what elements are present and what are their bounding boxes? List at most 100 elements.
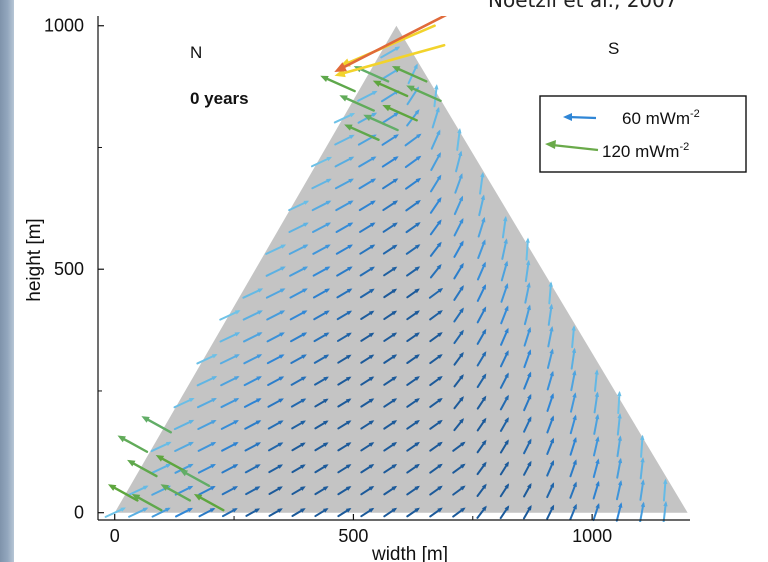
flux-arrow <box>570 347 577 370</box>
flux-arrow <box>244 464 261 474</box>
flux-arrow <box>476 483 487 497</box>
flux-arrow <box>429 332 443 343</box>
flux-arrow <box>476 417 487 432</box>
flux-arrow <box>344 124 380 141</box>
flux-arrow <box>244 442 261 452</box>
flux-arrow <box>245 486 261 496</box>
flux-arrow <box>452 441 466 452</box>
flux-arrow <box>179 469 211 488</box>
flux-arrow <box>382 200 399 212</box>
flux-arrow <box>219 354 240 365</box>
flux-arrow <box>453 396 464 410</box>
flux-arrow <box>406 354 420 365</box>
flux-arrow <box>405 222 421 234</box>
flux-arrow <box>335 222 354 233</box>
flux-arrow <box>452 485 466 496</box>
flux-arrow <box>197 420 217 431</box>
flux-arrow <box>429 441 443 452</box>
flux-arrow <box>382 105 418 122</box>
flux-arrow <box>266 310 286 321</box>
flux-arrow <box>476 306 487 324</box>
flux-arrow <box>479 171 485 195</box>
legend-entry-120: 120 mWm-2 <box>545 140 689 161</box>
flux-arrow <box>219 332 241 343</box>
flux-arrow <box>267 442 284 452</box>
flux-arrow <box>429 419 443 430</box>
flux-arrow <box>288 200 310 212</box>
flux-arrow <box>523 304 531 326</box>
flux-arrow <box>546 482 555 499</box>
flux-arrow <box>150 441 172 453</box>
flux-arrow <box>592 480 600 500</box>
flux-arrow <box>337 486 352 496</box>
flux-arrow <box>339 95 375 112</box>
flux-arrow <box>546 415 554 434</box>
flux-arrow <box>337 398 352 408</box>
flux-arrow <box>383 332 398 342</box>
flux-arrow <box>429 264 442 279</box>
legend-box <box>539 95 747 173</box>
flux-arrow <box>267 376 285 386</box>
flux-arrow <box>314 442 329 452</box>
time-label: 0 years <box>190 89 249 108</box>
flux-arrow <box>381 134 399 146</box>
flux-arrow <box>523 460 532 476</box>
flux-arrow <box>593 391 600 414</box>
flux-arrow <box>571 325 576 349</box>
flux-arrow <box>381 156 399 168</box>
flux-arrow <box>155 455 187 473</box>
x-tick-label: 1000 <box>572 526 612 546</box>
flux-arrow <box>291 420 306 430</box>
flux-arrow <box>221 464 239 474</box>
flux-arrow <box>500 305 509 325</box>
flux-arrow <box>662 478 668 502</box>
flux-arrow <box>268 486 283 495</box>
south-label: S <box>608 39 619 58</box>
flux-arrow <box>360 464 375 474</box>
flux-arrow <box>313 332 330 343</box>
flux-arrow <box>546 437 554 456</box>
flux-arrow <box>337 507 352 518</box>
flux-arrow <box>314 464 329 474</box>
flux-arrow <box>107 484 139 502</box>
flux-arrow <box>117 435 149 453</box>
flux-arrow <box>127 485 149 496</box>
flux-arrow <box>382 178 399 190</box>
flux-arrow <box>430 152 441 171</box>
flux-arrow <box>174 463 194 474</box>
slide-edge-strip <box>0 0 14 562</box>
flux-arrow <box>406 441 420 452</box>
flux-arrow <box>456 128 462 151</box>
flux-arrow <box>453 218 464 237</box>
flux-arrow <box>312 288 331 299</box>
flux-arrow <box>383 442 398 452</box>
flux-arrow <box>523 438 532 455</box>
flux-arrow <box>500 283 509 303</box>
flux-arrow <box>406 288 420 299</box>
flux-arrow <box>221 442 239 452</box>
flux-arrow <box>242 310 263 321</box>
flux-arrow <box>127 459 158 478</box>
flux-arrow <box>360 420 375 430</box>
flux-arrow <box>569 503 577 521</box>
flux-arrow <box>311 222 332 234</box>
flux-arrow <box>433 84 439 108</box>
flux-arrow <box>453 352 464 366</box>
flux-arrow <box>289 310 308 321</box>
flux-arrow <box>337 442 352 452</box>
flux-arrow <box>429 174 442 193</box>
flux-arrow <box>289 266 309 277</box>
flux-arrow <box>499 505 510 520</box>
flux-arrow <box>383 420 398 430</box>
flux-arrow <box>219 310 241 321</box>
flux-arrow <box>381 112 400 125</box>
flux-arrow <box>268 508 283 517</box>
flux-arrow <box>265 288 286 299</box>
flux-arrow <box>639 479 645 501</box>
flux-arrow <box>334 156 355 168</box>
flux-arrow <box>358 200 376 212</box>
flux-arrow <box>406 85 442 103</box>
flux-arrow <box>476 261 486 281</box>
flux-arrow <box>372 80 409 98</box>
flux-arrow <box>357 90 378 102</box>
